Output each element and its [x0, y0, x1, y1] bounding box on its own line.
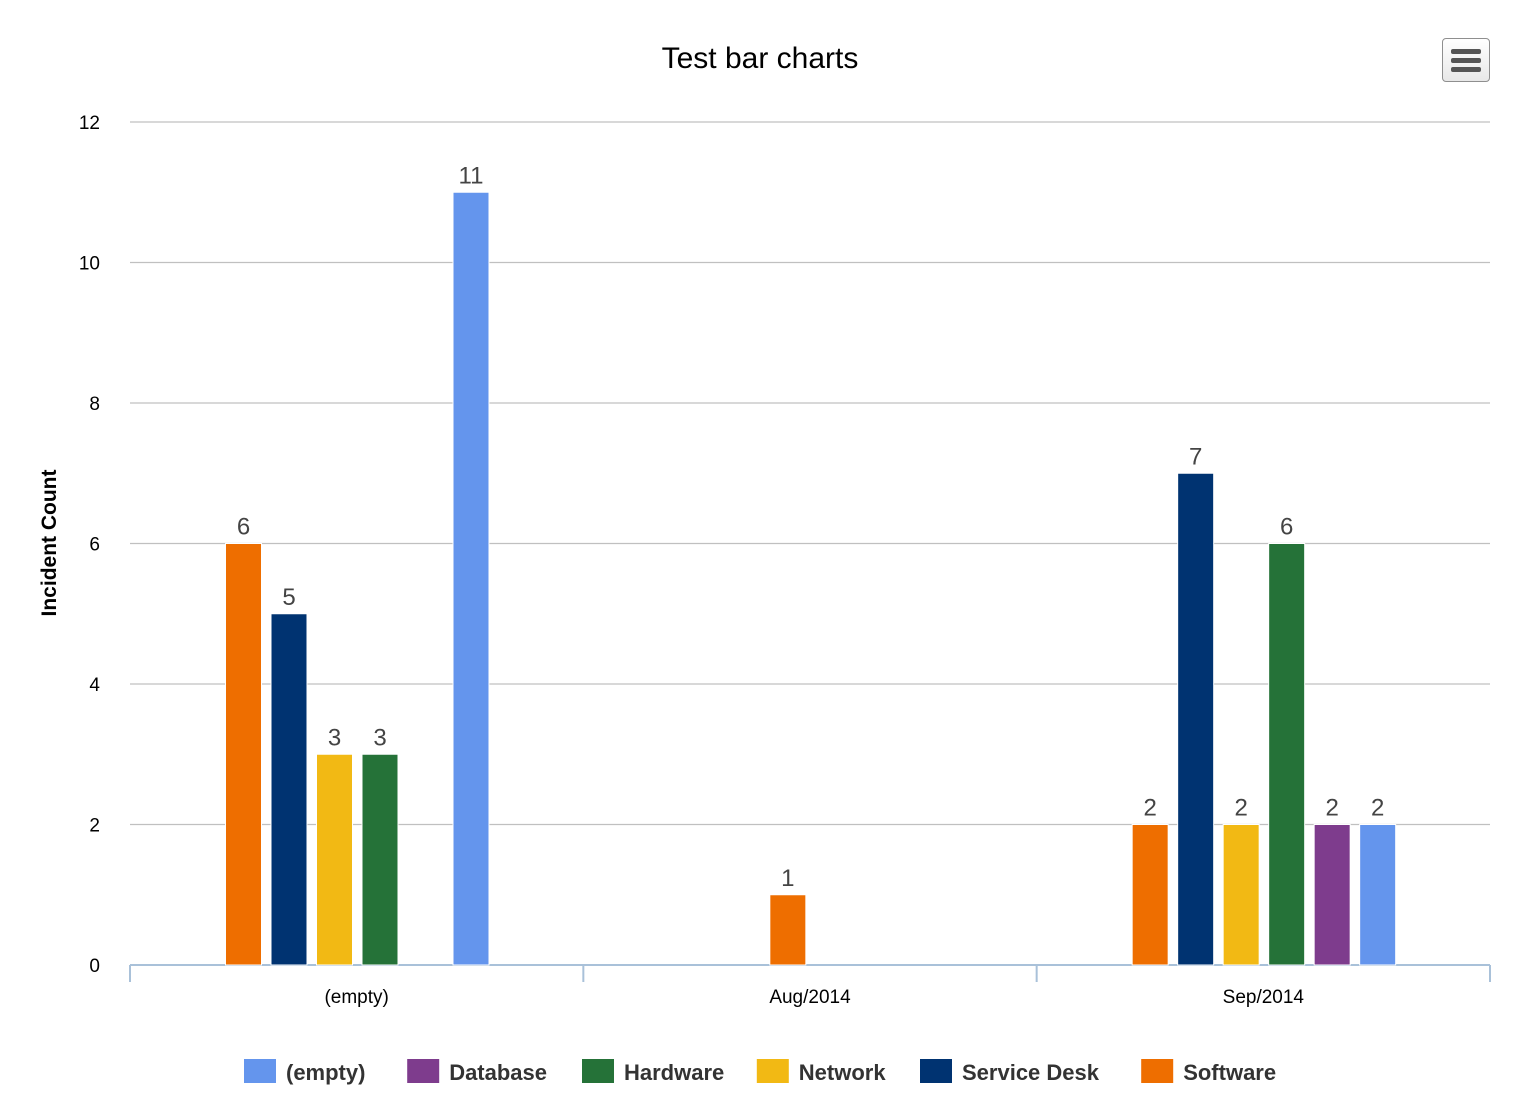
bar[interactable]	[316, 753, 353, 966]
y-tick-label: 12	[79, 113, 100, 134]
y-tick-label: 6	[89, 535, 100, 556]
y-tick-label: 2	[89, 816, 100, 837]
data-label: 1	[781, 865, 794, 892]
legend-label: Hardware	[624, 1060, 724, 1085]
data-label: 3	[373, 724, 386, 751]
legend-swatch	[920, 1059, 952, 1083]
x-tick-label: Sep/2014	[1223, 987, 1305, 1008]
bar[interactable]	[1222, 824, 1260, 966]
y-tick-label: 10	[79, 254, 100, 275]
bar[interactable]	[225, 543, 262, 966]
legend-item[interactable]: Software	[1141, 1059, 1276, 1085]
hamburger-menu-icon[interactable]	[1442, 38, 1490, 82]
data-label: 2	[1371, 795, 1384, 822]
x-tick-label: (empty)	[324, 987, 388, 1008]
legend-swatch	[1141, 1059, 1174, 1083]
data-label: 2	[1325, 795, 1338, 822]
legend-label: Software	[1183, 1060, 1276, 1085]
y-tick-label: 8	[89, 394, 100, 415]
legend-swatch	[582, 1059, 614, 1083]
chart-title: Test bar charts	[662, 42, 859, 75]
legend-label: Service Desk	[962, 1060, 1100, 1085]
data-label: 3	[328, 724, 341, 751]
x-tick-label: Aug/2014	[769, 987, 851, 1008]
legend-item[interactable]: Hardware	[582, 1059, 724, 1085]
data-label: 6	[237, 514, 250, 541]
data-label: 5	[282, 584, 295, 611]
bar[interactable]	[1131, 824, 1169, 966]
y-axis-label: Incident Count	[38, 470, 61, 617]
grid-lines	[130, 121, 1490, 826]
bar[interactable]	[1177, 472, 1215, 966]
y-tick-label: 0	[89, 956, 100, 977]
bar[interactable]	[769, 894, 807, 966]
legend-label: (empty)	[286, 1060, 365, 1085]
bar[interactable]	[361, 753, 399, 966]
x-axis: (empty) Aug/2014 Sep/2014	[129, 964, 1491, 1008]
bars	[225, 191, 1397, 966]
legend-swatch	[756, 1059, 789, 1083]
legend-item[interactable]: Network	[756, 1059, 887, 1085]
y-tick-label: 4	[89, 675, 100, 696]
data-label: 7	[1189, 443, 1202, 470]
legend-item[interactable]: Service Desk	[920, 1059, 1100, 1085]
data-label: 6	[1280, 514, 1293, 541]
legend-label: Database	[449, 1060, 547, 1085]
legend: (empty) Database Hardware Network Service De…	[244, 1059, 1276, 1085]
bar[interactable]	[270, 613, 308, 966]
legend-item[interactable]: (empty)	[244, 1059, 365, 1085]
data-label: 2	[1143, 795, 1156, 822]
bar[interactable]	[1268, 543, 1306, 966]
legend-item[interactable]: Database	[407, 1059, 547, 1085]
legend-label: Network	[799, 1060, 887, 1085]
bar[interactable]	[1313, 824, 1351, 966]
legend-swatch	[407, 1059, 440, 1083]
bar[interactable]	[1359, 824, 1397, 966]
data-label: 11	[459, 162, 484, 189]
bar[interactable]	[452, 191, 490, 966]
y-axis-ticks: 0 2 4 6 8 10 12	[79, 113, 101, 977]
data-label: 2	[1234, 795, 1247, 822]
legend-swatch	[244, 1059, 276, 1083]
